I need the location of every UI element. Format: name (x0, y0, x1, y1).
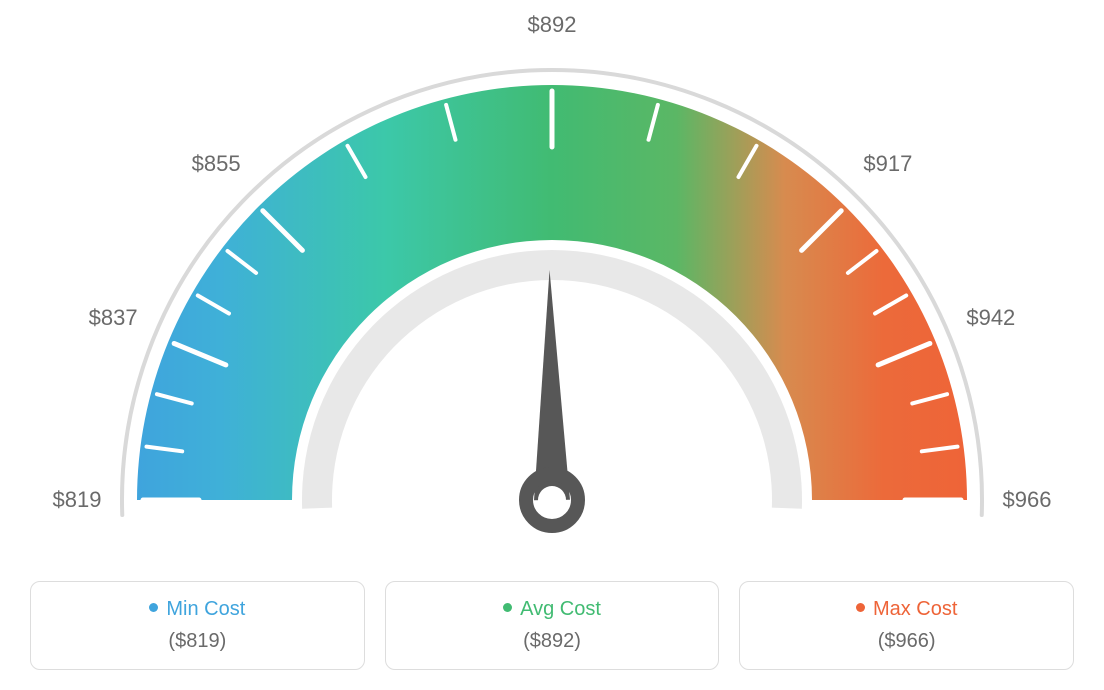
legend-max-value: ($966) (750, 630, 1063, 653)
legend-avg-label: Avg Cost (520, 598, 601, 620)
legend-min-label: Min Cost (166, 598, 245, 620)
tick-label: $837 (89, 305, 138, 331)
legend-min-title: Min Cost (41, 596, 354, 622)
dot-min (149, 603, 158, 612)
legend-min-value: ($819) (41, 630, 354, 653)
legend-max-label: Max Cost (873, 598, 957, 620)
legend-max-title: Max Cost (750, 596, 1063, 622)
gauge-svg (0, 0, 1104, 560)
dot-max (856, 603, 865, 612)
tick-label: $819 (53, 487, 102, 513)
legend-avg: Avg Cost ($892) (385, 581, 720, 670)
legend-avg-value: ($892) (396, 630, 709, 653)
legend-max: Max Cost ($966) (739, 581, 1074, 670)
tick-label: $855 (192, 151, 241, 177)
tick-label: $892 (528, 12, 577, 38)
cost-gauge-chart: $819 $837 $855 $892 $917 $942 $966 Min Cost ($… (0, 0, 1104, 690)
gauge-area: $819 $837 $855 $892 $917 $942 $966 (0, 0, 1104, 560)
tick-label: $966 (1003, 487, 1052, 513)
tick-label: $917 (863, 151, 912, 177)
legend-row: Min Cost ($819) Avg Cost ($892) Max Cost… (0, 581, 1104, 670)
legend-avg-title: Avg Cost (396, 596, 709, 622)
dot-avg (503, 603, 512, 612)
tick-label: $942 (966, 305, 1015, 331)
legend-min: Min Cost ($819) (30, 581, 365, 670)
